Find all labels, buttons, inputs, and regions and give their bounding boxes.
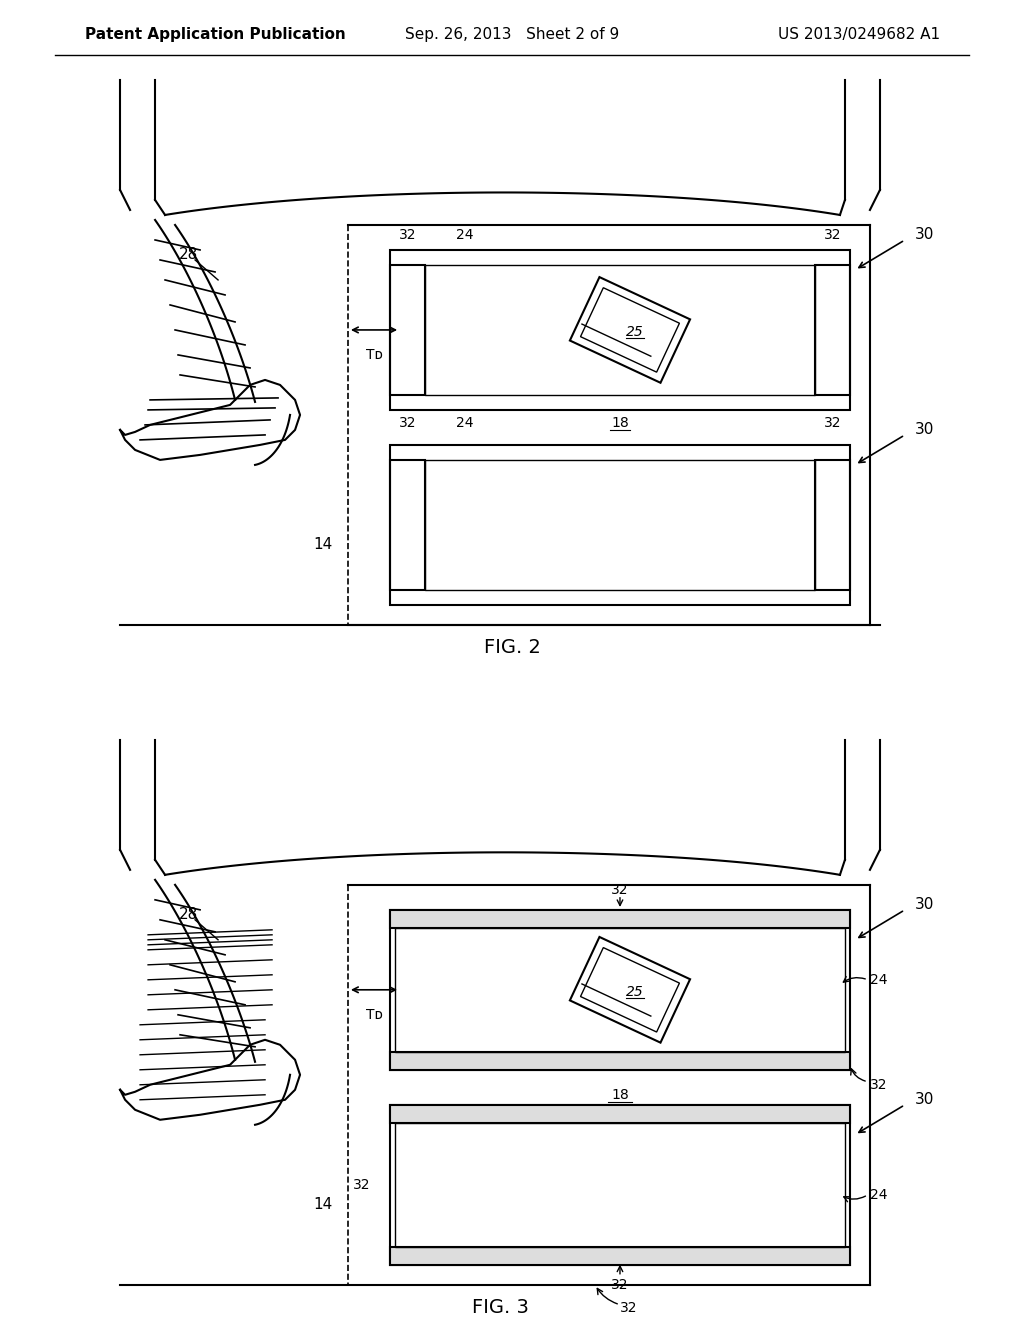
Bar (390, 459, 425, 590)
Text: 32: 32 (870, 1078, 888, 1092)
Text: 24: 24 (870, 973, 888, 987)
Bar (395, 928, 845, 1052)
Text: Tᴅ: Tᴅ (366, 348, 383, 362)
Text: 30: 30 (914, 1092, 934, 1107)
Bar (390, 1247, 850, 1265)
Text: 32: 32 (398, 228, 417, 242)
Text: 32: 32 (398, 416, 417, 430)
Text: FIG. 3: FIG. 3 (472, 1299, 528, 1317)
Text: 32: 32 (620, 1300, 638, 1315)
Bar (815, 459, 850, 590)
Bar (390, 909, 850, 928)
Bar (395, 1123, 845, 1247)
Text: 18: 18 (611, 1088, 629, 1102)
Bar (425, 265, 815, 395)
Bar (390, 909, 850, 1069)
Bar (390, 445, 850, 605)
Text: 28: 28 (178, 907, 198, 923)
Text: 30: 30 (914, 422, 934, 437)
Text: 30: 30 (914, 227, 934, 243)
Text: 14: 14 (313, 1197, 333, 1212)
Text: Patent Application Publication: Patent Application Publication (85, 28, 346, 42)
Text: 24: 24 (457, 416, 474, 430)
Text: 18: 18 (611, 416, 629, 430)
Text: 32: 32 (823, 228, 841, 242)
Text: FIG. 2: FIG. 2 (483, 639, 541, 657)
Text: 30: 30 (914, 898, 934, 912)
Text: 25: 25 (626, 985, 644, 999)
Text: US 2013/0249682 A1: US 2013/0249682 A1 (778, 28, 940, 42)
Bar (425, 459, 815, 590)
Text: 32: 32 (352, 1177, 370, 1192)
Text: 28: 28 (178, 247, 198, 263)
Bar (390, 1052, 850, 1069)
Text: 14: 14 (313, 537, 333, 552)
Text: 32: 32 (611, 1278, 629, 1292)
Bar (390, 1105, 850, 1123)
Bar (390, 265, 425, 395)
Text: Sep. 26, 2013   Sheet 2 of 9: Sep. 26, 2013 Sheet 2 of 9 (404, 28, 620, 42)
Text: 25: 25 (626, 325, 644, 339)
Text: 24: 24 (870, 1188, 888, 1201)
Bar (390, 1105, 850, 1265)
Text: 32: 32 (823, 416, 841, 430)
Bar (390, 249, 850, 411)
Text: Tᴅ: Tᴅ (366, 1007, 383, 1022)
Text: 24: 24 (457, 228, 474, 242)
Bar (815, 265, 850, 395)
Text: 32: 32 (611, 883, 629, 896)
